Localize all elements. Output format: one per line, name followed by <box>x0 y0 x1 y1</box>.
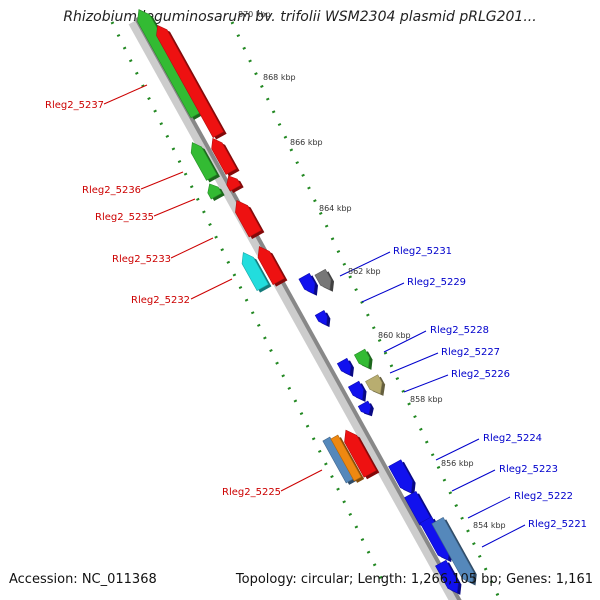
leader-line <box>339 251 391 277</box>
scale-label: 868 kbp <box>263 73 296 82</box>
gene-block-rleg2-5229 <box>314 310 331 328</box>
map-title: Rhizobium leguminosarum bv. trifolii WSM… <box>63 9 537 25</box>
gene-label-rleg2-5227: Rleg2_5227 <box>441 347 500 358</box>
gene-block-red-2 <box>211 137 240 177</box>
tick-rail-1 <box>110 21 384 581</box>
gene-block-blue-1 <box>298 272 319 296</box>
leader-line <box>170 237 214 259</box>
leader-line <box>481 524 526 548</box>
gene-block-rleg2-5231 <box>314 268 335 292</box>
scale-label: 862 kbp <box>348 267 381 276</box>
tick-marks <box>110 21 502 600</box>
gene-label-rleg2-5221: Rleg2_5221 <box>528 519 587 530</box>
gene-label-rleg2-5231: Rleg2_5231 <box>393 246 452 257</box>
gene-block-rleg2-5232 <box>241 252 272 293</box>
scale-label: 858 kbp <box>410 395 443 404</box>
gene-block-rleg2-5233 <box>235 199 265 240</box>
leader-line <box>153 198 196 217</box>
leader-line <box>383 330 427 353</box>
gene-block-blue-5 <box>435 559 462 595</box>
label-leader-lines <box>103 84 526 548</box>
gene-block-blue-2 <box>336 357 354 377</box>
leader-line <box>190 278 233 300</box>
gene-block-rleg2-5221 <box>431 516 477 586</box>
gene-block-red-3 <box>226 175 244 194</box>
gene-block-blue-3 <box>347 380 367 402</box>
gene-block-rleg2-5224 <box>388 459 416 495</box>
gene-block-rleg2-5235 <box>207 183 225 202</box>
accession-text: Accession: NC_011368 <box>9 572 157 587</box>
leader-line <box>280 469 323 492</box>
gene-label-rleg2-5232: Rleg2_5232 <box>131 295 190 306</box>
gene-block-red-1 <box>156 24 227 140</box>
gene-label-rleg2-5225: Rleg2_5225 <box>222 487 281 498</box>
gene-label-rleg2-5233: Rleg2_5233 <box>112 254 171 265</box>
gene-label-rleg2-5222: Rleg2_5222 <box>514 491 573 502</box>
gene-label-rleg2-5235: Rleg2_5235 <box>95 212 154 223</box>
leader-line <box>467 496 511 519</box>
gene-label-rleg2-5237: Rleg2_5237 <box>45 100 104 111</box>
leader-line <box>451 469 496 492</box>
leader-line <box>140 171 184 190</box>
gene-label-rleg2-5236: Rleg2_5236 <box>82 185 141 196</box>
genome-backbone <box>128 17 462 600</box>
backbone-shadow <box>128 19 460 600</box>
scale-labels: 870 kbp 868 kbp 866 kbp 864 kbp 862 kbp 860 k… <box>238 10 506 530</box>
scale-label: 854 kbp <box>473 521 506 530</box>
topology-text: Topology: circular; Length: 1,266,105 bp… <box>235 572 593 587</box>
gene-label-rleg2-5224: Rleg2_5224 <box>483 433 542 444</box>
gene-label-rleg2-5228: Rleg2_5228 <box>430 325 489 336</box>
gene-label-rleg2-5229: Rleg2_5229 <box>407 277 466 288</box>
leader-line <box>361 282 405 303</box>
leader-line <box>389 352 439 374</box>
backbone-line <box>134 17 462 600</box>
gene-block-rleg2-5236 <box>190 142 220 183</box>
gene-block-rleg2-5226 <box>365 374 386 396</box>
leader-line <box>403 374 449 393</box>
gene-label-rleg2-5223: Rleg2_5223 <box>499 464 558 475</box>
gene-block-blue-4 <box>357 400 374 417</box>
leader-line <box>103 84 148 105</box>
scale-label: 864 kbp <box>319 204 352 213</box>
leader-line <box>435 438 480 461</box>
gene-block-rleg2-5225-c <box>344 429 380 480</box>
scale-label: 870 kbp <box>238 10 271 19</box>
gene-block-rleg2-5228 <box>353 348 373 370</box>
gene-features <box>137 9 477 595</box>
gene-block-rleg2-5225-b <box>330 434 365 483</box>
scale-label: 856 kbp <box>441 459 474 468</box>
gene-block-red-4 <box>257 246 288 287</box>
scale-label: 860 kbp <box>378 331 411 340</box>
scale-label: 866 kbp <box>290 138 323 147</box>
gene-label-rleg2-5226: Rleg2_5226 <box>451 369 510 380</box>
gene-labels: Rleg2_5237 Rleg2_5236 Rleg2_5235 Rleg2_5233… <box>45 100 587 530</box>
tick-rail-2 <box>230 21 502 600</box>
